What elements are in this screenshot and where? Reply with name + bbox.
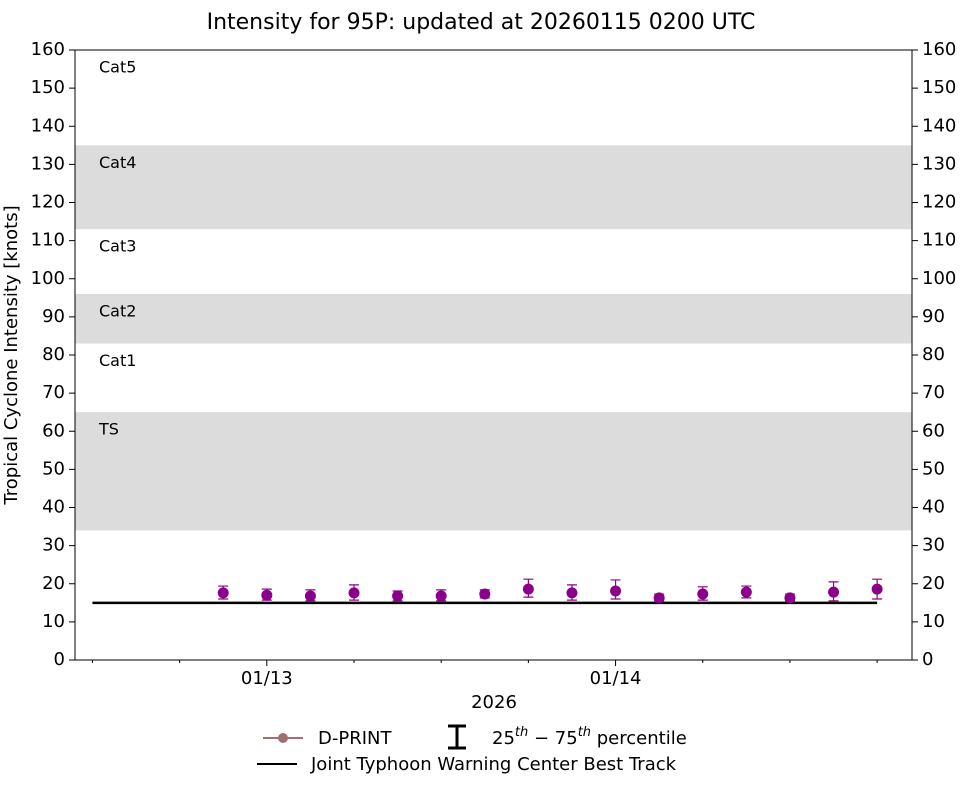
y2-tick-label: 140 — [922, 115, 956, 136]
intensity-band — [75, 412, 912, 531]
y2-tick-label: 100 — [922, 268, 956, 289]
y2-tick-label: 110 — [922, 230, 956, 251]
data-point — [653, 592, 665, 604]
legend-text: percentile — [591, 728, 687, 749]
legend-superscript: th — [515, 725, 528, 740]
y2-tick-label: 130 — [922, 153, 956, 174]
y2-tick-label: 90 — [922, 306, 945, 327]
y-tick-label: 70 — [42, 382, 65, 403]
band-label: Cat2 — [99, 302, 136, 321]
plot-frame — [74, 49, 913, 661]
y-tick-label: 90 — [42, 306, 65, 327]
y2-tick-label: 10 — [922, 611, 945, 632]
y-tick-label: 120 — [31, 192, 65, 213]
y2-tick-label: 20 — [922, 573, 945, 594]
legend-swatch — [278, 733, 288, 743]
band-label: Cat5 — [99, 58, 136, 77]
data-point — [610, 585, 622, 597]
data-point — [871, 583, 883, 595]
y-tick-label: 50 — [42, 458, 65, 479]
legend-swatch — [448, 724, 466, 750]
y-tick-label: 0 — [54, 649, 65, 670]
intensity-band — [75, 145, 912, 230]
x-tick-label: 01/14 — [590, 668, 642, 689]
data-point — [304, 590, 316, 602]
y2-tick-label: 40 — [922, 497, 945, 518]
y2-tick-label: 60 — [922, 420, 945, 441]
chart-title: Intensity for 95P: updated at 20260115 0… — [207, 10, 756, 35]
data-point — [392, 590, 404, 602]
data-point — [697, 588, 709, 600]
data-point — [740, 586, 752, 598]
y2-tick-label: 160 — [922, 39, 956, 60]
x-tick-label: 01/13 — [241, 668, 293, 689]
y-tick-label: 110 — [31, 230, 65, 251]
data-point — [217, 587, 229, 599]
y2-tick-label: 0 — [922, 649, 933, 670]
band-label: TS — [98, 420, 119, 439]
y2-tick-label: 150 — [922, 77, 956, 98]
band-label: Cat4 — [99, 153, 136, 172]
legend-text: − 75 — [528, 728, 577, 749]
legend-label: D-PRINT — [318, 728, 392, 749]
band-label: Cat1 — [99, 351, 136, 370]
y-tick-label: 30 — [42, 535, 65, 556]
band-label: Cat3 — [99, 237, 136, 256]
legend-label: 25th − 75th percentile — [492, 725, 687, 750]
y2-tick-label: 50 — [922, 458, 945, 479]
data-point — [784, 592, 796, 604]
data-point — [479, 588, 491, 600]
intensity-band — [75, 294, 912, 344]
data-point — [828, 586, 840, 598]
data-point — [348, 587, 360, 599]
data-point — [522, 583, 534, 595]
y2-tick-label: 70 — [922, 382, 945, 403]
y-tick-label: 100 — [31, 268, 65, 289]
y-tick-label: 40 — [42, 497, 65, 518]
legend-label: Joint Typhoon Warning Center Best Track — [310, 754, 677, 775]
y-tick-label: 20 — [42, 573, 65, 594]
y-tick-label: 160 — [31, 39, 65, 60]
x-axis-label: 2026 — [471, 692, 517, 713]
y2-tick-label: 120 — [922, 192, 956, 213]
legend-text: 25 — [492, 728, 515, 749]
y2-tick-label: 80 — [922, 344, 945, 365]
y-tick-label: 150 — [31, 77, 65, 98]
y2-tick-label: 30 — [922, 535, 945, 556]
y-tick-label: 80 — [42, 344, 65, 365]
legend-superscript: th — [578, 725, 591, 740]
y-tick-label: 10 — [42, 611, 65, 632]
y-tick-label: 140 — [31, 115, 65, 136]
y-axis-label: Tropical Cyclone Intensity [knots] — [1, 205, 22, 505]
y-tick-label: 130 — [31, 153, 65, 174]
y-tick-label: 60 — [42, 420, 65, 441]
data-point — [261, 589, 273, 601]
data-point — [566, 587, 578, 599]
data-point — [435, 590, 447, 602]
